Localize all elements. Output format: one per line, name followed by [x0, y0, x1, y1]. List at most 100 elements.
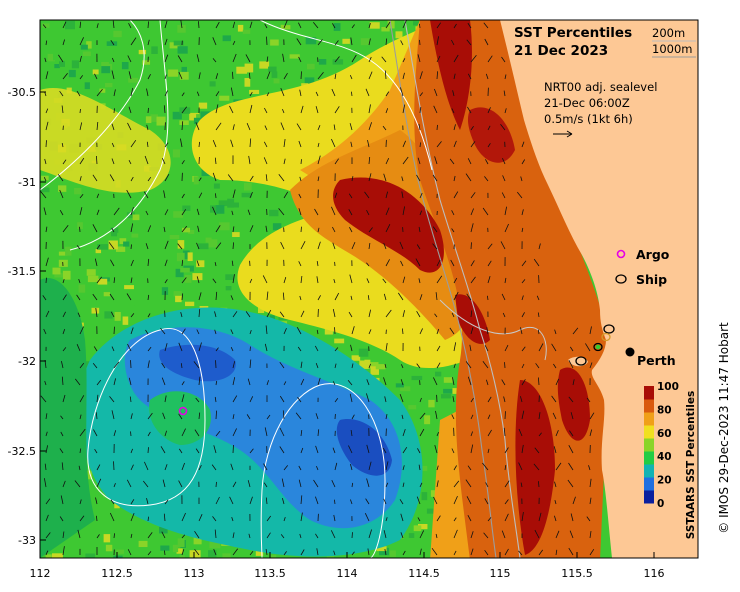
current-arrow [399, 499, 404, 505]
sst-pixel [173, 40, 184, 46]
current-arrow [368, 309, 371, 318]
sst-pixel [272, 223, 282, 231]
sst-pixel [219, 95, 230, 101]
sst-pixel [160, 551, 171, 558]
sst-pixel [198, 102, 208, 109]
current-arrow [246, 414, 251, 420]
current-arrow [147, 21, 149, 29]
current-arrow [76, 294, 81, 301]
current-arrow [568, 462, 574, 471]
current-arrow [453, 23, 457, 29]
current-arrow [197, 225, 200, 233]
current-arrow [198, 514, 203, 522]
current-arrow [350, 429, 353, 437]
current-arrow [298, 465, 302, 471]
current-arrow [181, 534, 186, 539]
sst-pixel [86, 41, 92, 49]
current-arrow [416, 363, 421, 369]
current-arrow [418, 464, 421, 471]
current-arrow [432, 174, 438, 182]
sst-pixel [77, 222, 83, 230]
current-arrow [177, 55, 183, 63]
current-arrow [351, 532, 353, 539]
current-arrow [436, 345, 441, 352]
current-arrow [110, 499, 115, 505]
current-arrow [249, 175, 254, 182]
current-arrow [146, 141, 149, 148]
current-arrow [400, 40, 404, 46]
current-arrow [181, 428, 186, 437]
current-arrow [568, 445, 574, 454]
current-arrow [79, 37, 84, 46]
current-arrow [264, 343, 268, 352]
sst-pixel [289, 54, 300, 59]
sst-pixel [132, 214, 140, 221]
current-arrow [419, 428, 425, 437]
current-arrow [433, 105, 438, 114]
sst-pixel [101, 62, 113, 70]
current-arrow [385, 259, 390, 267]
current-arrow [434, 156, 438, 165]
colorbar-swatch [644, 464, 654, 478]
current-arrow [215, 91, 220, 97]
current-arrow [568, 360, 574, 369]
current-arrow [178, 413, 183, 420]
current-arrow [521, 379, 526, 386]
current-arrow [130, 223, 134, 233]
current-arrow [466, 39, 472, 46]
current-arrow [334, 499, 336, 505]
current-arrow [402, 550, 406, 556]
sst-pixel [179, 71, 189, 80]
current-arrow [164, 279, 168, 284]
current-arrow [180, 138, 183, 148]
current-arrow [554, 515, 557, 522]
current-arrow [487, 429, 492, 437]
current-arrow [147, 107, 149, 114]
sst-pixel [236, 66, 248, 74]
sst-pixel [202, 216, 213, 225]
sst-pixel [411, 375, 423, 381]
current-arrow [147, 294, 150, 301]
current-arrow [146, 124, 149, 131]
current-arrow [332, 226, 336, 233]
current-arrow [164, 550, 166, 556]
current-arrow [332, 23, 336, 29]
current-arrow [263, 141, 268, 148]
current-arrow [436, 259, 441, 267]
current-arrow [521, 159, 526, 165]
current-arrow [164, 174, 170, 182]
sst-pixel [177, 240, 185, 249]
current-arrow [62, 278, 65, 284]
current-arrow [162, 158, 166, 165]
current-arrow [232, 414, 235, 420]
current-arrow [60, 415, 64, 420]
current-arrow [521, 295, 524, 301]
current-arrow [366, 393, 370, 403]
current-arrow [502, 175, 506, 182]
current-arrow [215, 410, 217, 420]
sst-pixel [244, 183, 252, 191]
current-arrow [554, 499, 557, 505]
current-arrow [502, 158, 506, 165]
current-arrow [419, 142, 421, 148]
sst-pixel [305, 37, 317, 45]
sst-pixel [242, 298, 248, 305]
current-arrow [538, 512, 542, 522]
current-arrow [521, 227, 524, 233]
current-arrow [129, 396, 132, 403]
current-arrow [45, 277, 47, 284]
sst-pixel [189, 112, 200, 121]
current-arrow [96, 88, 103, 97]
current-arrow [181, 121, 184, 131]
current-arrow [128, 377, 132, 386]
current-arrow [467, 376, 472, 386]
current-arrow [130, 512, 135, 522]
current-arrow [315, 533, 319, 539]
map-title: SST Percentiles [514, 25, 632, 41]
sst-pixel [45, 554, 52, 558]
sst-pixel [241, 192, 252, 198]
current-arrow [385, 158, 390, 165]
current-arrow [453, 529, 458, 539]
current-arrow [399, 241, 404, 250]
current-arrow [296, 123, 302, 131]
